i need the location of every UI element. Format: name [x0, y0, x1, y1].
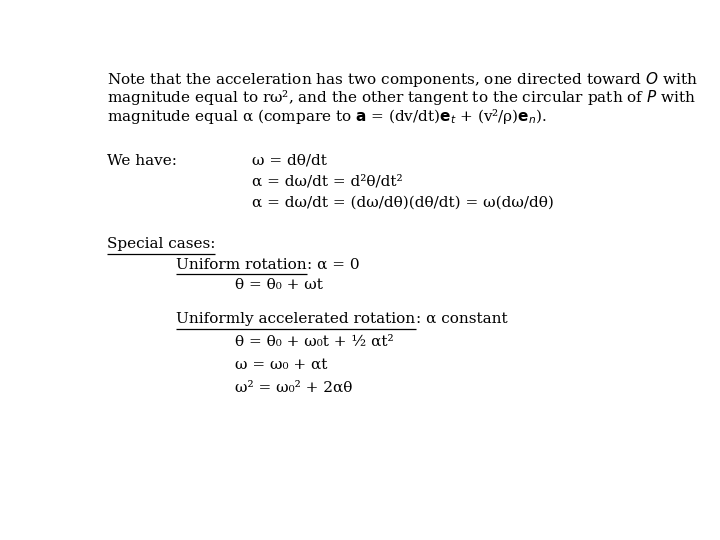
Text: : α = 0: : α = 0: [307, 258, 360, 272]
Text: We have:: We have:: [107, 153, 176, 167]
Text: θ = θ₀ + ωt: θ = θ₀ + ωt: [235, 278, 323, 292]
Text: Uniform rotation: Uniform rotation: [176, 258, 307, 272]
Text: : α constant: : α constant: [415, 312, 507, 326]
Text: magnitude equal α (compare to $\mathbf{a}$ = (dv/dt)$\mathbf{e}$$_t$ + (v²/ρ)$\m: magnitude equal α (compare to $\mathbf{a…: [107, 107, 546, 126]
Text: θ = θ₀ + ω₀t + ½ αt²: θ = θ₀ + ω₀t + ½ αt²: [235, 334, 394, 348]
Text: Uniformly accelerated rotation: Uniformly accelerated rotation: [176, 312, 415, 326]
Text: ω = dθ/dt: ω = dθ/dt: [252, 153, 327, 167]
Text: ω = ω₀ + αt: ω = ω₀ + αt: [235, 357, 328, 372]
Text: ω² = ω₀² + 2αθ: ω² = ω₀² + 2αθ: [235, 380, 353, 394]
Text: magnitude equal to rω², and the other tangent to the circular path of $P$ with: magnitude equal to rω², and the other ta…: [107, 88, 696, 107]
Text: α = dω/dt = d²θ/dt²: α = dω/dt = d²θ/dt²: [252, 174, 402, 188]
Text: Special cases:: Special cases:: [107, 237, 215, 251]
Text: α = dω/dt = (dω/dθ)(dθ/dt) = ω(dω/dθ): α = dω/dt = (dω/dθ)(dθ/dt) = ω(dω/dθ): [252, 195, 554, 209]
Text: Note that the acceleration has two components, one directed toward $O$ with: Note that the acceleration has two compo…: [107, 70, 698, 89]
